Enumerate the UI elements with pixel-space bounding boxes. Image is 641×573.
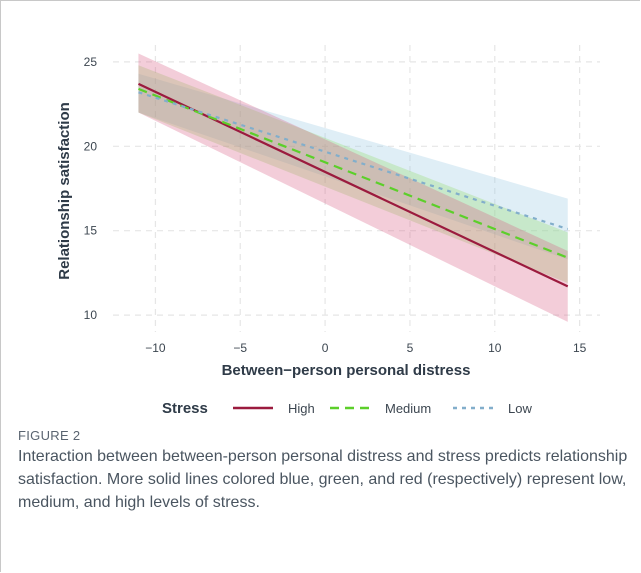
legend-label-medium: Medium [385,401,431,416]
y-tick-label: 25 [84,55,98,69]
legend-label-low: Low [508,401,532,416]
x-axis-label: Between−person personal distress [222,362,471,379]
y-tick-label: 20 [84,139,98,153]
y-axis-ticks: 10 15 20 25 [84,55,98,322]
legend: Stress High Medium Low [162,400,532,417]
x-tick-label: 5 [407,341,414,355]
confidence-bands [138,53,567,321]
figure-label: FIGURE 2 [18,428,630,443]
y-tick-label: 10 [84,308,98,322]
x-tick-label: 15 [573,341,587,355]
legend-title: Stress [162,400,208,417]
x-tick-label: 10 [488,341,502,355]
y-tick-label: 15 [84,224,98,238]
x-tick-label: 0 [322,341,329,355]
x-tick-label: −10 [145,341,166,355]
y-axis-label: Relationship satisfaction [56,102,73,280]
legend-label-high: High [288,401,315,416]
caption-text: Interaction between between-person perso… [18,445,630,514]
x-axis-ticks: −10 −5 0 5 10 15 [145,341,586,355]
interaction-chart: −10 −5 0 5 10 15 10 15 20 25 Between−person pers… [0,0,641,425]
figure-caption: FIGURE 2 Interaction between between-per… [18,428,630,514]
x-tick-label: −5 [233,341,247,355]
